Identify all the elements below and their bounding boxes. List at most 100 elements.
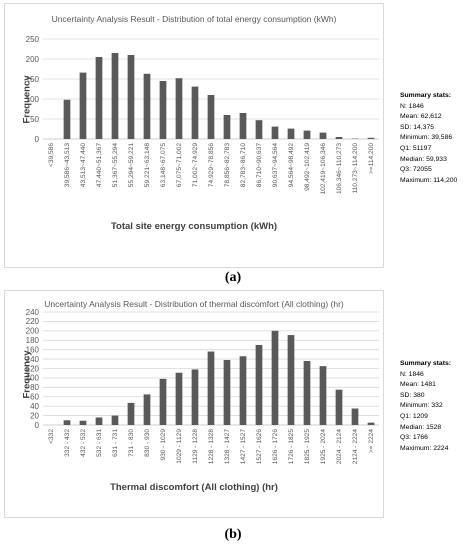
bar (159, 378, 167, 425)
x-tick-label: >= 2224 (368, 429, 375, 454)
bar (303, 360, 311, 425)
y-tick-label: 200 (26, 327, 40, 336)
y-tick-label: 40 (30, 402, 39, 411)
x-axis-title: Total site energy consumption (kWh) (110, 221, 278, 232)
x-tick-label: 631 - 731 (112, 429, 119, 457)
bar (191, 369, 199, 425)
x-tick-label: 332 - 432 (64, 429, 71, 457)
x-tick-label: 1228 - 1328 (208, 429, 215, 465)
bar (223, 360, 231, 425)
stats-line: Mean: 1481 (400, 381, 436, 389)
bar (303, 130, 311, 139)
stats-title: Summary stats: (400, 92, 451, 99)
x-tick-label: 51,367~55,294 (112, 143, 119, 188)
x-tick-label: 1129 - 1228 (192, 429, 199, 464)
x-tick-label: 1527 - 1626 (256, 429, 263, 465)
y-axis-title: Frequency (21, 75, 33, 124)
summary-stats-energy: Summary stats: N: 1846 Mean: 62,612 SD: … (400, 91, 457, 186)
bar (63, 99, 71, 139)
x-tick-label: 106,346~110,273 (336, 143, 343, 194)
caption-b-label: (b) (224, 527, 242, 542)
y-axis-title: Frequency (21, 350, 33, 399)
bar (255, 120, 263, 139)
x-tick-label: 102,419~106,346 (320, 143, 327, 195)
x-tick-label: 830 - 930 (144, 429, 151, 457)
caption-a: (a) (0, 270, 466, 286)
x-axis-title: Thermal discomfort (All clothing) (hr) (110, 482, 278, 493)
stats-line: Median: 59,933 (400, 155, 447, 163)
stats-line: Maximum: 2224 (400, 444, 449, 452)
bar (111, 53, 119, 139)
x-tick-label: 1029 - 1129 (176, 429, 183, 464)
bar (223, 115, 231, 139)
bar (79, 420, 87, 425)
stats-line: Maximum: 114,200 (400, 176, 458, 184)
x-tick-label: 2124 - 2224 (352, 429, 359, 465)
x-tick-label: >=114,200 (368, 143, 375, 174)
x-tick-label: 1626 - 1726 (272, 429, 279, 465)
x-tick-label: 1726 - 1825 (288, 429, 295, 465)
energy-histogram: 0 50 100 150 200 250 <39,586 39,586~43,513 43,51… (26, 35, 379, 195)
bar (271, 126, 279, 139)
bar (159, 81, 167, 139)
x-tick-label: <332 (48, 429, 55, 444)
y-tick-label: 0 (35, 135, 40, 144)
x-tick-label: 78,856~82,783 (224, 143, 231, 188)
bar (239, 113, 247, 139)
bar (95, 57, 103, 139)
bar (175, 78, 183, 139)
stats-line: Q1: 1209 (400, 412, 428, 420)
x-tick-label: 1427 - 1527 (240, 429, 247, 465)
bar (335, 137, 343, 139)
y-tick-label: 200 (26, 55, 40, 64)
y-tick-label: 80 (30, 383, 39, 392)
x-tick-label: 1328 - 1427 (224, 429, 231, 465)
bar (367, 137, 375, 139)
x-tick-label: <39,586 (48, 143, 55, 167)
x-tick-label: 432 - 532 (80, 429, 87, 457)
x-tick-label: 94,564~98,492 (288, 143, 295, 188)
bar (271, 330, 279, 425)
stats-line: Q1: 51197 (400, 144, 432, 152)
summary-stats-discomfort: Summary stats: N: 1846 Mean: 1481 SD: 38… (400, 359, 451, 454)
bar (191, 86, 199, 139)
y-tick-label: 60 (30, 393, 39, 402)
chart-title: Uncertainty Analysis Result - Distributi… (44, 299, 344, 309)
y-tick-label: 140 (26, 355, 40, 364)
bar (287, 128, 295, 139)
x-tick-label: 67,075~71,002 (176, 143, 183, 188)
bar (335, 389, 343, 425)
x-tick-label: 74,929~78,856 (208, 143, 215, 188)
y-tick-label: 100 (26, 374, 40, 383)
y-tick-label: 0 (35, 421, 40, 430)
bar (143, 73, 151, 139)
bar (63, 420, 71, 425)
x-tick-label: 1925 - 2024 (320, 429, 327, 465)
x-tick-label: 930 - 1029 (160, 429, 167, 461)
y-tick-label: 180 (26, 336, 40, 345)
x-tick-label: 731 - 830 (128, 429, 135, 457)
bar (367, 422, 375, 425)
stats-line: Mean: 62,612 (400, 113, 442, 121)
bar (287, 335, 295, 425)
x-tick-label: 43,513~47,440 (80, 143, 87, 188)
bar (95, 417, 103, 425)
y-tick-label: 120 (26, 364, 40, 373)
bar (239, 356, 247, 425)
bar (175, 372, 183, 425)
stats-line: Minimum: 332 (400, 402, 443, 410)
stats-line: SD: 380 (400, 391, 425, 399)
y-tick-label: 20 (30, 411, 39, 420)
x-tick-label: 82,783~86,710 (240, 143, 247, 188)
x-tick-label: 2024 - 2124 (336, 429, 343, 465)
bar (127, 55, 135, 139)
x-tick-label: 86,710~90,637 (256, 143, 263, 188)
stats-line: Q3: 72055 (400, 166, 432, 174)
x-tick-label: 59,221~63,148 (144, 143, 151, 188)
bar (79, 72, 87, 139)
y-tick-label: 100 (26, 95, 40, 104)
bar (111, 415, 119, 425)
bar (207, 351, 215, 425)
chart-title: Uncertainty Analysis Result - Distributi… (51, 14, 337, 24)
